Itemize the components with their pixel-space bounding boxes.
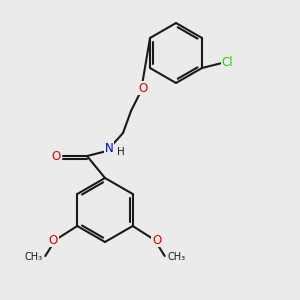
Text: O: O — [138, 82, 148, 94]
Text: O: O — [49, 233, 58, 247]
Text: CH₃: CH₃ — [24, 252, 42, 262]
Text: O: O — [152, 233, 161, 247]
Text: O: O — [51, 149, 61, 163]
Text: CH₃: CH₃ — [168, 252, 186, 262]
Text: Cl: Cl — [221, 56, 233, 68]
Text: N: N — [105, 142, 113, 154]
Text: H: H — [117, 147, 125, 157]
